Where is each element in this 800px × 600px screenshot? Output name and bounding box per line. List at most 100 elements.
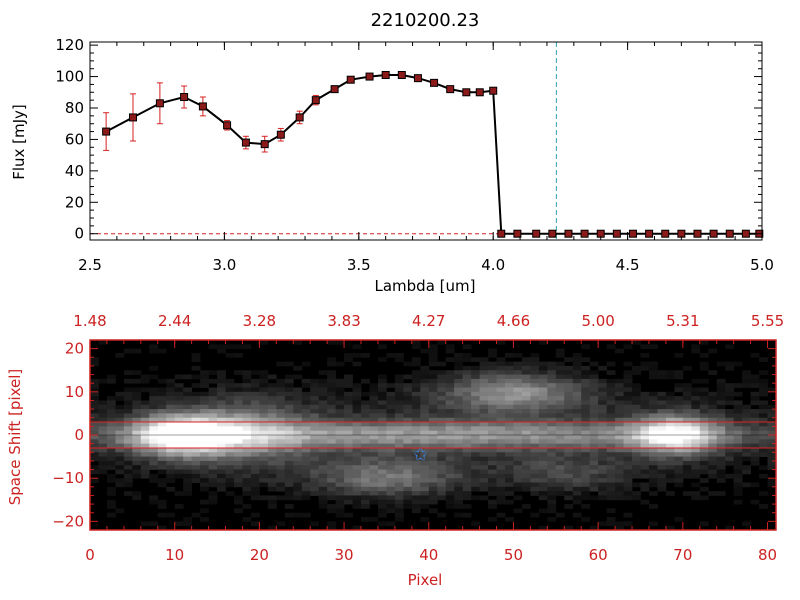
image-pixel (657, 426, 667, 432)
image-pixel (428, 357, 438, 362)
image-pixel (208, 400, 218, 406)
image-pixel (191, 365, 201, 371)
image-pixel (183, 430, 193, 436)
image-pixel (648, 504, 658, 509)
image-pixel (377, 456, 387, 462)
image-pixel (462, 512, 472, 518)
image-pixel (589, 396, 599, 401)
image-pixel (217, 422, 226, 427)
image-pixel (445, 383, 455, 388)
image-pixel (140, 443, 150, 449)
image-pixel (276, 521, 286, 527)
image-pixel (386, 426, 396, 432)
image-pixel (318, 499, 328, 505)
image-pixel (513, 387, 523, 393)
image-pixel (217, 409, 226, 414)
image-pixel (335, 499, 345, 505)
image-pixel (437, 443, 447, 449)
image-pixel (564, 478, 574, 483)
image-pixel (310, 430, 320, 436)
image-pixel (420, 422, 430, 427)
image-pixel (200, 370, 209, 375)
image-pixel (377, 473, 387, 479)
image-pixel (428, 473, 438, 479)
image-pixel (632, 465, 641, 470)
image-pixel (750, 435, 760, 440)
image-pixel (708, 465, 718, 470)
data-point (475, 88, 484, 97)
image-pixel (504, 361, 514, 367)
image-pixel (513, 452, 523, 457)
image-pixel (471, 469, 480, 475)
image-pixel (691, 473, 701, 479)
image-pixel (547, 383, 557, 388)
image-pixel (547, 443, 557, 449)
image-pixel (344, 499, 353, 505)
image-pixel (369, 387, 379, 393)
image-pixel (140, 426, 150, 432)
image-pixel (284, 400, 294, 406)
image-pixel (327, 478, 337, 483)
image-pixel (208, 465, 218, 470)
image-pixel (750, 447, 760, 453)
image-pixel (699, 391, 709, 397)
image-pixel (276, 478, 286, 483)
image-pixel (369, 430, 379, 436)
image-pixel (301, 443, 311, 449)
image-pixel (665, 439, 675, 445)
image-pixel (369, 473, 379, 479)
image-pixel (437, 396, 447, 401)
image-pixel (259, 409, 269, 414)
image-pixel (674, 422, 684, 427)
image-pixel (301, 465, 311, 470)
data-point (241, 138, 250, 147)
image-pixel (217, 387, 226, 393)
image-pixel (589, 439, 599, 445)
image-pixel (454, 404, 464, 410)
image-pixel (555, 473, 565, 479)
image-pixel (750, 396, 760, 401)
image-pixel (479, 357, 489, 362)
image-pixel (725, 460, 735, 466)
image-pixel (471, 456, 480, 462)
image-pixel (564, 469, 574, 475)
image-pixel (581, 443, 591, 449)
image-pixel (276, 430, 286, 436)
image-pixel (581, 478, 591, 483)
image-pixel (284, 422, 294, 427)
image-pixel (521, 469, 531, 475)
image-pixel (318, 422, 328, 427)
image-pixel (217, 344, 226, 350)
image-pixel (530, 456, 540, 462)
image-pixel (699, 443, 709, 449)
image-pixel (564, 370, 574, 375)
image-pixel (344, 478, 353, 483)
image-pixel (403, 465, 413, 470)
image-pixel (200, 486, 209, 492)
image-pixel (428, 452, 438, 457)
image-pixel (242, 443, 252, 449)
image-pixel (598, 404, 608, 410)
image-pixel (445, 430, 455, 436)
image-pixel (488, 443, 497, 449)
image-pixel (411, 417, 421, 423)
image-pixel (361, 482, 370, 488)
image-pixel (310, 491, 320, 496)
image-pixel (513, 465, 523, 470)
image-pixel (377, 486, 387, 492)
image-pixel (733, 430, 743, 436)
image-pixel (471, 391, 480, 397)
image-pixel (759, 491, 768, 496)
image-pixel (479, 365, 489, 371)
image-pixel (530, 491, 540, 496)
image-pixel (411, 400, 421, 406)
image-pixel (648, 374, 658, 380)
image-pixel (327, 521, 337, 527)
image-pixel (682, 404, 692, 410)
image-pixel (598, 426, 608, 432)
image-pixel (657, 396, 667, 401)
image-pixel (750, 499, 760, 505)
image-pixel (462, 478, 472, 483)
image-pixel (589, 465, 599, 470)
image-pixel (428, 447, 438, 453)
